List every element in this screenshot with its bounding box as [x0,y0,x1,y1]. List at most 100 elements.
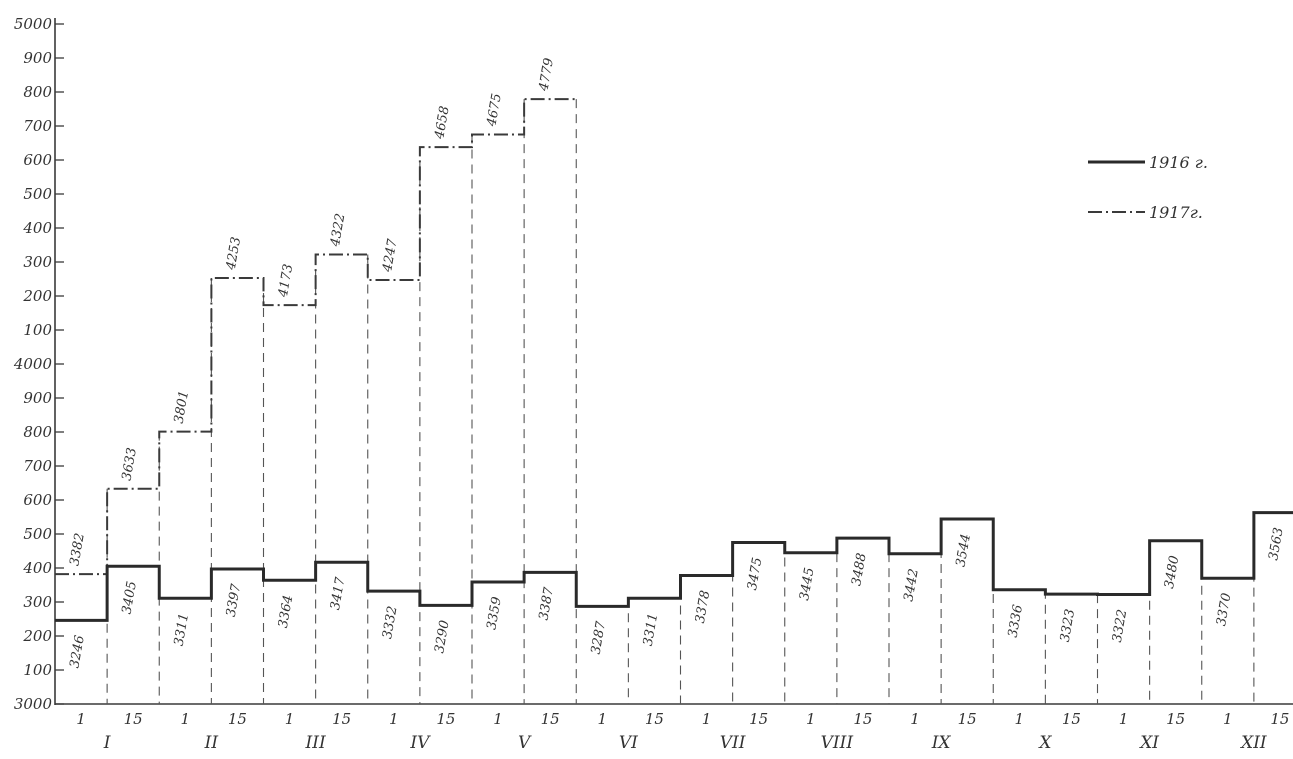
x-month-label: II [204,733,219,753]
x-period-label: 1 [389,710,399,728]
series-1916 [55,511,1293,622]
y-tick-label: 800 [23,423,52,441]
value-label-1916: 3488 [849,552,870,587]
x-month-label: XI [1138,733,1159,753]
x-month-label: XII [1239,733,1267,753]
y-tick-label: 500 [23,185,52,203]
y-tick-label: 600 [23,151,52,169]
legend-label-1917: 1917г. [1149,203,1203,222]
x-period-label: 15 [645,710,664,728]
value-label-1916: 3387 [536,586,557,622]
value-label-1916: 3480 [1162,555,1183,590]
value-label-1916: 3378 [693,589,714,624]
x-month-label: I [103,733,111,753]
value-label-1917: 4779 [536,57,557,93]
y-tick-label: 400 [22,219,52,237]
value-label-1916: 3442 [901,568,922,603]
x-period-label: 1 [181,710,191,728]
x-month-label: VII [720,733,746,753]
x-month-label: IV [409,733,431,753]
x-month-label: X [1037,733,1052,753]
x-period-label: 15 [1166,710,1185,728]
y-tick-label: 100 [23,321,52,339]
y-tick-label: 4000 [13,355,53,373]
value-label-1916: 3332 [380,605,401,640]
y-tick-label: 700 [23,117,52,135]
series-1916-line [55,511,1293,622]
value-label-1917: 3382 [67,532,88,567]
x-period-label: 15 [1270,710,1289,728]
x-month-label: III [305,733,326,753]
value-label-1917: 3801 [172,389,193,424]
value-label-1916: 3397 [224,582,245,618]
value-label-1917: 4675 [484,92,505,128]
y-tick-label: 100 [23,661,52,679]
period-dividers [106,99,1255,704]
x-period-label: 15 [958,710,977,728]
y-tick-label: 200 [22,287,52,305]
value-label-1916: 3417 [328,575,349,611]
y-tick-label: 3000 [14,695,53,713]
x-period-label: 1 [76,710,86,728]
x-period-label: 15 [541,710,560,728]
value-label-1917: 4247 [380,237,401,274]
series-1917-line [55,98,577,576]
x-axis: 1 15 1 15 1 15 1 15 1 15 1 15 1 15 1 15 1 15 1 15 1 15 1 15I II I… [76,710,1289,753]
x-month-label: IX [931,733,952,753]
value-label-1916: 3475 [745,556,766,591]
x-period-label: 15 [124,710,143,728]
y-tick-label: 500 [23,525,52,543]
value-label-1917: 4658 [432,105,453,141]
x-month-label: V [518,733,532,753]
value-labels: 3246 3405 3311 3397 3364 3417 3332 3290 3359 3387… [67,57,1286,669]
x-period-label: 15 [436,710,455,728]
value-label-1916: 3323 [1058,608,1079,643]
y-tick-label: 600 [23,491,52,509]
x-period-label: 1 [1015,710,1025,728]
value-label-1916: 3445 [797,566,818,601]
y-tick-label: 200 [22,627,52,645]
value-label-1917: 3633 [119,447,140,482]
y-tick-label: 700 [23,457,52,475]
x-period-label: 1 [910,710,920,728]
value-label-1916: 3246 [67,634,88,669]
x-period-label: 15 [332,710,351,728]
x-period-label: 1 [1223,710,1233,728]
x-period-label: 15 [853,710,872,728]
y-tick-label: 300 [23,593,52,611]
value-label-1916: 3311 [641,612,662,647]
value-label-1916: 3563 [1266,526,1287,561]
x-month-label: VI [619,733,638,753]
y-tick-label: 5000 [14,15,53,33]
y-tick-label: 400 [22,559,52,577]
y-tick-label: 900 [23,49,52,67]
value-label-1916: 3544 [953,533,974,568]
value-label-1916: 3287 [589,620,610,656]
value-label-1916: 3336 [1006,604,1027,639]
value-label-1917: 4173 [276,263,297,299]
legend-label-1916: 1916 г. [1149,153,1208,172]
x-period-label: 15 [1062,710,1081,728]
series-1917 [55,98,577,576]
x-period-label: 15 [228,710,247,728]
x-period-label: 1 [285,710,295,728]
value-label-1916: 3290 [432,619,453,654]
y-tick-label: 800 [23,83,52,101]
x-period-label: 15 [749,710,768,728]
value-label-1917: 4253 [224,236,245,272]
x-period-label: 1 [493,710,503,728]
value-label-1916: 3364 [276,594,297,629]
x-month-label: VIII [821,733,854,753]
legend: 1916 г. 1917г. [1088,153,1208,222]
value-label-1916: 3370 [1214,592,1235,627]
x-period-label: 1 [806,710,816,728]
y-tick-label: 900 [23,389,52,407]
value-label-1917: 4322 [328,212,349,248]
value-label-1916: 3359 [484,596,505,631]
value-label-1916: 3405 [119,580,140,615]
value-label-1916: 3311 [172,612,193,647]
y-tick-label: 300 [23,253,52,271]
value-label-1916: 3322 [1110,608,1131,643]
x-period-label: 1 [598,710,608,728]
